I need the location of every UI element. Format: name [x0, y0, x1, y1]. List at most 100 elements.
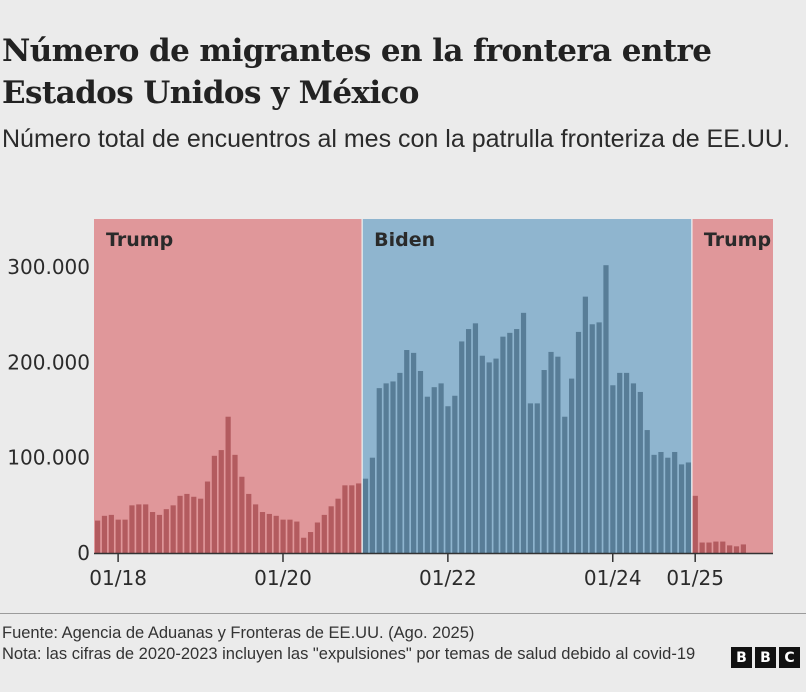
chart-subtitle: Número total de encuentros al mes con la…: [2, 125, 790, 153]
bar: [596, 322, 602, 553]
bar: [321, 514, 327, 553]
y-tick-label: 0: [77, 541, 90, 565]
bbc-logo-letter: B: [755, 647, 776, 668]
bar: [713, 541, 719, 553]
bar: [699, 542, 705, 553]
bar: [191, 496, 197, 553]
bar: [630, 383, 637, 553]
bar: [362, 478, 369, 553]
bar: [417, 370, 424, 553]
bar: [534, 403, 540, 553]
bar: [733, 546, 740, 553]
methodology-note: Nota: las cifras de 2020-2023 incluyen l…: [2, 645, 696, 663]
region-label: Biden: [374, 229, 435, 251]
bar: [115, 519, 121, 553]
bbc-logo: B B C: [731, 647, 800, 668]
bar: [520, 312, 527, 553]
bar: [349, 485, 355, 553]
bar: [665, 457, 671, 553]
bar: [411, 352, 417, 553]
region-label: Trump: [704, 229, 771, 251]
bars: [95, 265, 746, 553]
period-regions: [94, 219, 773, 553]
bar: [246, 493, 252, 553]
bar: [637, 391, 643, 553]
bar: [369, 457, 375, 553]
region-label: Trump: [106, 229, 173, 251]
bar: [706, 542, 712, 553]
bar: [692, 495, 698, 553]
bar: [617, 372, 623, 553]
bar: [156, 514, 163, 553]
bar: [740, 544, 746, 553]
bar: [129, 505, 135, 553]
bar: [101, 515, 108, 553]
bar: [301, 537, 307, 553]
bar: [259, 512, 266, 553]
bar: [390, 381, 396, 553]
bar: [108, 514, 114, 553]
bar: [122, 519, 128, 553]
bar: [623, 372, 630, 553]
bar: [493, 358, 499, 553]
bar: [541, 370, 547, 553]
bar: [651, 454, 657, 553]
bar: [548, 351, 554, 553]
bar: [459, 341, 465, 553]
bar: [253, 504, 259, 553]
bar: [136, 504, 142, 553]
bbc-logo-letter: B: [731, 647, 752, 668]
bar: [472, 323, 479, 553]
bar: [727, 545, 733, 553]
bar: [376, 388, 382, 553]
bar: [575, 331, 582, 553]
bar: [486, 362, 492, 553]
bar: [452, 395, 458, 553]
footer-divider: [0, 613, 806, 614]
bar: [404, 350, 410, 553]
bar: [479, 355, 485, 553]
bar: [589, 324, 595, 553]
bar: [644, 430, 650, 553]
bar: [445, 406, 451, 553]
bbc-logo-letter: C: [779, 647, 800, 668]
bar: [314, 522, 321, 553]
bar: [163, 509, 169, 553]
bar: [225, 416, 231, 553]
bar: [465, 329, 472, 553]
bar: [273, 515, 279, 553]
source-note: Fuente: Agencia de Aduanas y Fronteras d…: [2, 624, 475, 642]
bar: [562, 416, 568, 553]
bar: [582, 296, 588, 553]
bar: [95, 520, 101, 553]
bar: [294, 521, 300, 553]
y-axis: 0 100.000 200.000 300.000: [7, 255, 90, 565]
chart-title: Número de migrantes en la frontera entre…: [2, 33, 712, 111]
region-trump: [691, 219, 773, 553]
y-tick-label: 100.000: [7, 446, 90, 470]
bar: [149, 512, 156, 553]
x-axis: 01/18 01/20 01/22 01/24 01/25: [89, 552, 773, 590]
bar: [335, 498, 341, 553]
bar: [342, 485, 348, 553]
bar: [307, 532, 314, 553]
bar: [507, 332, 513, 553]
bar: [287, 519, 293, 553]
x-tick-label: 01/22: [419, 566, 477, 590]
bar: [184, 493, 190, 553]
y-tick-label: 300.000: [7, 255, 90, 279]
x-tick-label: 01/20: [254, 566, 312, 590]
bar: [232, 454, 238, 553]
bar: [383, 383, 389, 553]
region-labels: Trump Biden Trump: [106, 229, 771, 251]
bar: [438, 383, 444, 553]
y-tick-label: 200.000: [7, 350, 90, 374]
bar: [218, 450, 224, 553]
bar: [658, 451, 664, 553]
region-biden: [362, 219, 692, 553]
bar: [527, 403, 534, 553]
bar: [514, 329, 520, 553]
bar: [424, 396, 430, 553]
bar: [280, 519, 286, 553]
